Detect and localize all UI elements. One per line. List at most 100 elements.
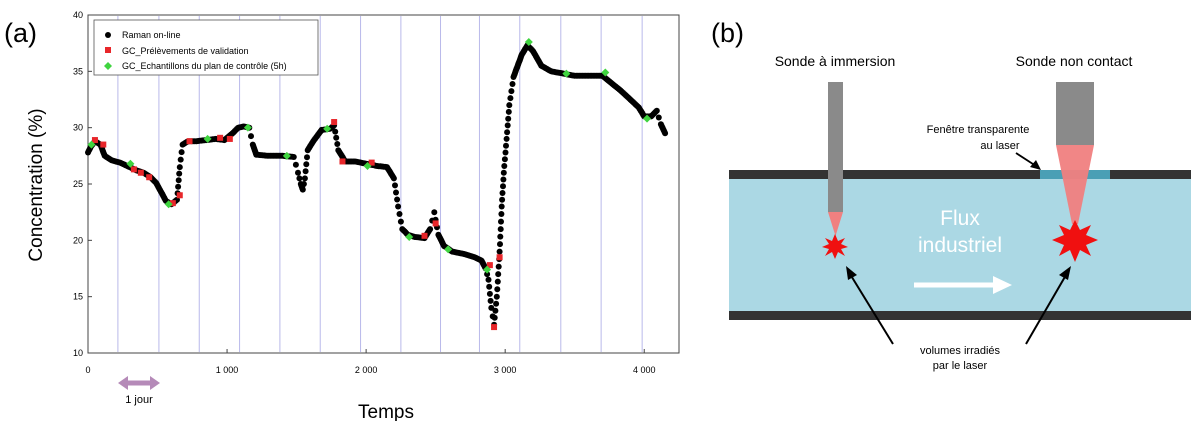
x-tick-label: 0 — [85, 365, 90, 375]
raman-point — [390, 175, 397, 182]
raman-point — [498, 211, 505, 217]
raman-point — [505, 115, 512, 122]
gc-plan-point — [323, 124, 332, 133]
legend-marker-gc-plan — [104, 62, 112, 70]
raman-point — [296, 175, 303, 182]
raman-point — [431, 209, 438, 216]
x-axis-title: Temps — [358, 402, 414, 421]
gc-validation-point — [421, 232, 428, 239]
raman-point — [397, 218, 404, 225]
concentration-chart: 10 15 20 25 30 35 40 0 1 000 2 000 3 000 4 000 Ram… — [26, 10, 680, 421]
raman-point — [177, 156, 184, 163]
raman-point — [394, 196, 401, 203]
raman-point — [496, 248, 503, 255]
gc-plan-point — [562, 69, 571, 78]
gc-validation-point — [169, 200, 176, 207]
raman-point — [487, 297, 494, 304]
legend-marker-gc-validation — [105, 47, 111, 53]
process-diagram: Sonde à immersion Sonde non contact Fenê… — [729, 53, 1191, 372]
probe-noncontact-title: Sonde non contact — [1016, 53, 1133, 69]
y-tick-label: 25 — [73, 179, 83, 189]
raman-point — [486, 290, 493, 297]
raman-point — [302, 168, 309, 175]
panel-a-label: (a) — [4, 18, 37, 48]
raman-point — [176, 170, 183, 177]
pointer-to-immersion-spot — [849, 273, 894, 345]
raman-point — [486, 283, 493, 290]
legend-marker-raman — [105, 32, 111, 38]
legend-label-gc-plan: GC_Echantillons du plan de contrôle (5h) — [122, 61, 287, 71]
raman-point — [662, 130, 669, 137]
raman-point — [493, 293, 500, 300]
immersion-laser-beam — [828, 212, 843, 236]
y-tick-label: 30 — [73, 123, 83, 133]
gc-validation-point — [186, 138, 193, 145]
raman-point — [497, 226, 504, 233]
raman-point — [491, 314, 498, 321]
gc-plan-point — [601, 68, 610, 77]
irradiated-label-line1: volumes irradiés — [920, 345, 1001, 357]
raman-point — [500, 169, 507, 176]
raman-point — [300, 181, 307, 187]
y-tick-label: 20 — [73, 235, 83, 245]
x-tick-label: 2 000 — [355, 365, 378, 375]
legend-label-raman: Raman on-line — [122, 30, 181, 40]
gc-validation-point — [91, 137, 98, 144]
raman-point — [504, 129, 511, 136]
window-pointer-arrow — [1015, 152, 1037, 167]
raman-point — [502, 149, 509, 156]
series-gc-control-plan — [87, 38, 652, 274]
raman-point — [509, 81, 516, 87]
x-tick-label: 4 000 — [633, 365, 656, 375]
gc-validation-point — [331, 119, 338, 126]
raman-point — [499, 190, 506, 196]
gc-plan-point — [363, 161, 372, 170]
window-label-line1: Fenêtre transparente — [927, 124, 1030, 136]
raman-point — [495, 271, 502, 278]
pipe-flow-region — [729, 176, 1191, 314]
raman-point — [332, 128, 339, 135]
raman-point — [333, 134, 340, 141]
flow-label-line2: industriel — [918, 234, 1002, 257]
raman-point — [653, 107, 660, 114]
x-axis: 0 1 000 2 000 3 000 4 000 — [85, 349, 656, 375]
day-arrow-right-head — [150, 376, 160, 390]
series-gc-validation — [91, 119, 503, 331]
gc-validation-point — [146, 174, 153, 181]
gc-plan-point — [164, 200, 173, 209]
gc-plan-point — [405, 232, 414, 241]
noncontact-irradiated-spot — [1052, 220, 1098, 262]
raman-point — [492, 307, 499, 314]
raman-point — [178, 149, 185, 156]
gc-validation-point — [217, 134, 224, 141]
vertical-gridlines — [117, 16, 643, 352]
gc-plan-point — [243, 123, 252, 132]
raman-point — [295, 169, 301, 176]
y-axis: 10 15 20 25 30 35 40 — [73, 10, 92, 358]
raman-point — [248, 133, 254, 140]
gc-validation-point — [100, 141, 107, 148]
raman-point — [508, 88, 515, 95]
raman-point — [392, 182, 398, 189]
raman-point — [334, 141, 341, 147]
x-tick-label: 1 000 — [216, 365, 239, 375]
gc-plan-point — [643, 114, 652, 123]
raman-point — [655, 114, 662, 121]
gc-validation-point — [339, 158, 346, 165]
raman-point — [501, 156, 508, 163]
gc-plan-point — [282, 151, 291, 160]
raman-point — [175, 177, 182, 184]
raman-point — [494, 286, 501, 293]
panel-b-label: (b) — [711, 18, 744, 48]
raman-point — [503, 142, 509, 149]
legend-label-gc-validation: GC_Prélèvements de validation — [122, 46, 249, 56]
y-axis-title: Concentration (%) — [26, 108, 47, 261]
pipe-bottom-wall — [729, 311, 1191, 320]
immersion-probe — [828, 82, 843, 212]
gc-validation-point — [491, 324, 498, 331]
y-tick-label: 35 — [73, 66, 83, 76]
immersion-irradiated-spot — [822, 234, 848, 259]
pipe-top-wall — [729, 170, 1191, 179]
raman-point — [499, 196, 506, 203]
y-tick-label: 40 — [73, 10, 83, 20]
